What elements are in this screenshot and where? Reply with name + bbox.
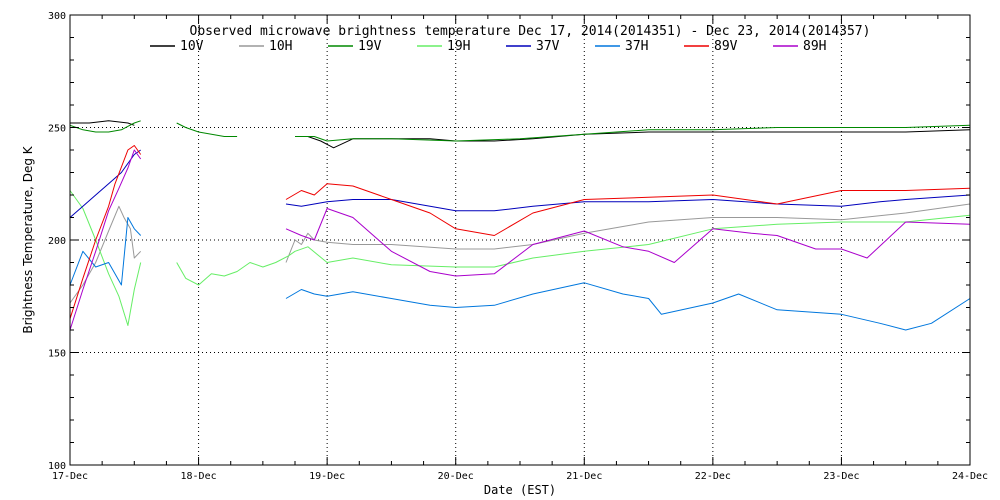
y-tick-label: 100 <box>48 461 66 472</box>
x-tick-label: 24-Dec <box>952 471 988 482</box>
legend: 10V 10H 19V 19H 37V 37H 89V 89H <box>150 39 826 54</box>
series-line-19h <box>69 190 142 326</box>
y-tick-label: 200 <box>48 236 66 247</box>
series-line-37h <box>69 217 142 286</box>
legend-label-37h: 37H <box>625 39 648 54</box>
series-line-10v <box>295 129 971 149</box>
y-tick-label: 150 <box>48 349 66 360</box>
series-line-19v <box>69 120 141 133</box>
legend-label-19h: 19H <box>447 39 470 54</box>
axis-ticks: 17-Dec 18-Dec 19-Dec 20-Dec 21-Dec 22-Dec 23-D… <box>48 11 988 482</box>
series-line-37h <box>285 282 971 331</box>
y-axis-label: Brightness Temperature, Deg K <box>21 145 35 333</box>
series-line-37v <box>69 149 141 218</box>
x-tick-label: 19-Dec <box>309 471 345 482</box>
series-line-19v <box>176 122 238 137</box>
series-lines <box>69 120 971 331</box>
x-tick-label: 18-Dec <box>181 471 217 482</box>
legend-label-19v: 19V <box>358 39 382 54</box>
series-line-37v <box>285 194 971 212</box>
series-line-10h <box>285 203 971 263</box>
series-line-89v <box>285 183 971 236</box>
legend-label-37v: 37V <box>536 39 560 54</box>
legend-label-10v: 10V <box>180 39 204 54</box>
legend-label-89v: 89V <box>714 39 738 54</box>
series-line-89h <box>69 149 142 331</box>
legend-label-89h: 89H <box>803 39 826 54</box>
y-tick-label: 250 <box>48 124 66 135</box>
x-tick-label: 21-Dec <box>566 471 602 482</box>
legend-label-10h: 10H <box>269 39 292 54</box>
x-tick-label: 17-Dec <box>52 471 88 482</box>
series-line-89v <box>69 145 142 319</box>
x-tick-label: 22-Dec <box>695 471 731 482</box>
series-line-19v <box>295 124 971 142</box>
chart-title: Observed microwave brightness temperatur… <box>190 24 871 39</box>
x-axis-label: Date (EST) <box>484 483 556 497</box>
series-line-10v <box>70 120 135 126</box>
y-tick-label: 300 <box>48 11 66 22</box>
x-tick-label: 23-Dec <box>823 471 859 482</box>
grid-lines <box>70 15 970 465</box>
x-tick-label: 20-Dec <box>438 471 474 482</box>
series-line-89h <box>285 208 971 277</box>
